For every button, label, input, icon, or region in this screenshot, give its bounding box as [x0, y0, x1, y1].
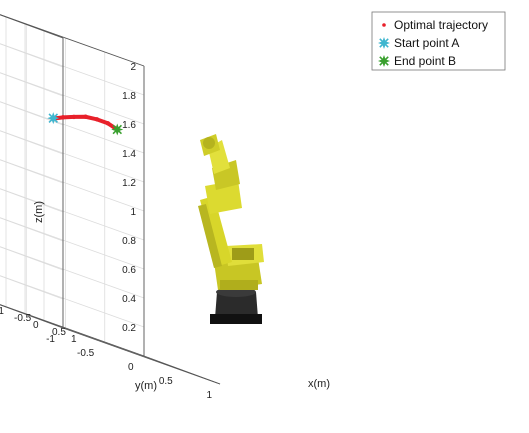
- legend-label-trajectory: Optimal trajectory: [394, 18, 488, 32]
- x-tick-label: 1: [71, 334, 77, 345]
- z-tick-label: 0.2: [122, 323, 136, 334]
- z-axis-label: z(m): [33, 201, 45, 223]
- z-tick-label: 1.2: [122, 178, 136, 189]
- z-tick-label: 0.8: [122, 236, 136, 247]
- plot-series: [47, 112, 124, 136]
- axes-box: [0, 14, 221, 385]
- x-tick-label: -0.5: [14, 313, 32, 324]
- axis-edge: [0, 14, 145, 67]
- x-tick-label: 0.5: [52, 327, 66, 338]
- back-wall-grid-line: [0, 188, 145, 241]
- z-tick-label: 1.6: [122, 120, 136, 131]
- trajectory-point: [60, 115, 66, 120]
- trajectory-point: [105, 121, 111, 126]
- x-tick-label: 0: [33, 320, 39, 331]
- y-tick-label: -0.5: [77, 348, 95, 359]
- z-tick-label: 0.4: [122, 294, 136, 305]
- z-tick-label: 2: [130, 62, 136, 73]
- x-axis-label: x(m): [308, 378, 330, 390]
- back-wall-grid-line: [0, 43, 145, 96]
- legend-label-start: Start point A: [394, 36, 459, 50]
- legend-box: [371, 11, 506, 71]
- side-wall-grid-line: [0, 72, 64, 97]
- trajectory-point: [94, 117, 100, 122]
- end-point-b-marker: [111, 123, 124, 136]
- side-wall-grid-line: [0, 159, 64, 184]
- z-tick-label: 0.6: [122, 265, 136, 276]
- side-wall-grid-line: [0, 188, 64, 213]
- side-wall-grid-line: [0, 130, 64, 155]
- axis-edge: [0, 304, 64, 329]
- y-tick-label: 1: [206, 390, 212, 401]
- z-tick-label: 1: [130, 207, 136, 218]
- side-wall-grid-line: [0, 217, 64, 242]
- legend-marker-start-star: [378, 37, 390, 49]
- start-point-a-marker: [47, 112, 60, 125]
- trajectory-point: [83, 114, 88, 119]
- axis-edge: [62, 327, 221, 385]
- trajectory-point: [71, 114, 77, 120]
- x-tick-label: -1: [0, 306, 4, 317]
- side-wall-grid-line: [0, 246, 64, 271]
- y-tick-label: 0.5: [159, 376, 173, 387]
- back-wall-grid-line: [0, 14, 145, 67]
- z-tick-label: 1.4: [122, 149, 136, 160]
- legend-marker-trajectory: [382, 23, 386, 27]
- side-wall-grid-line: [0, 43, 64, 68]
- legend-marker-end-star: [378, 55, 390, 67]
- z-tick-label: 1.8: [122, 91, 136, 102]
- robot-arm-icon: [198, 134, 264, 324]
- tick-labels: 0.20.40.60.811.21.41.61.82-1-0.500.51-1-…: [0, 62, 212, 401]
- axis-edge: [0, 14, 64, 39]
- legend: Optimal trajectory Start point A End poi…: [371, 11, 506, 71]
- y-axis-label: y(m): [135, 380, 157, 392]
- side-wall-grid-line: [0, 275, 64, 300]
- y-tick-label: -1: [46, 334, 55, 345]
- legend-label-end: End point B: [394, 54, 456, 68]
- y-tick-label: 0: [128, 362, 134, 373]
